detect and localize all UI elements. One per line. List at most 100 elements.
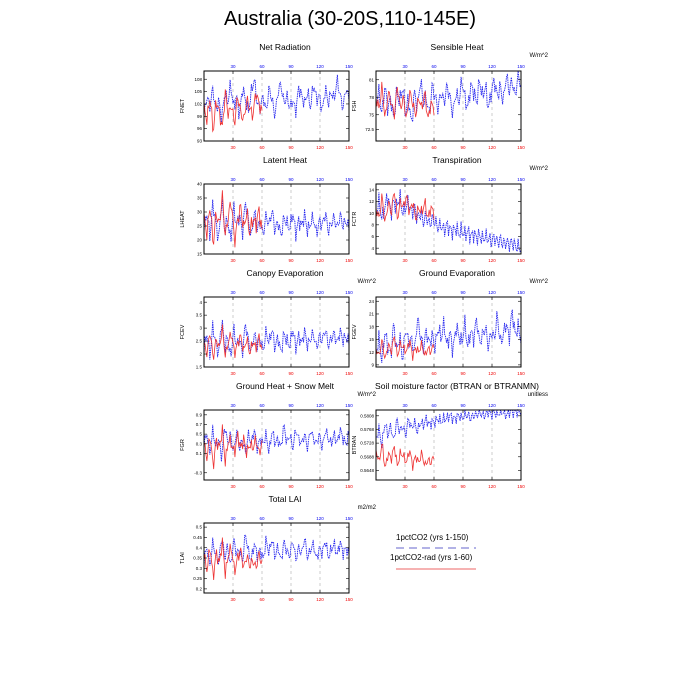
y-tick-label: 4 (371, 246, 374, 251)
x-tick-label-top: 90 (288, 403, 294, 408)
x-tick-label-bottom: 90 (288, 371, 294, 376)
y-tick-label: 40 (197, 182, 203, 187)
x-tick-label-top: 60 (259, 290, 265, 295)
x-tick-label-bottom: 60 (431, 258, 437, 263)
y-tick-label: 21 (369, 312, 375, 317)
panel-units: W/m^2 (529, 53, 548, 59)
y-axis-label: LHEAT (180, 210, 186, 228)
x-tick-label-bottom: 60 (259, 484, 265, 489)
x-tick-label-bottom: 90 (460, 484, 466, 489)
y-tick-label: 4 (199, 300, 202, 305)
y-tick-label: 0.45 (193, 535, 202, 540)
x-tick-label-top: 90 (460, 177, 466, 182)
x-tick-label-bottom: 60 (431, 145, 437, 150)
x-tick-label-top: 60 (259, 177, 265, 182)
y-tick-label: 12 (369, 350, 375, 355)
x-tick-label-top: 120 (316, 177, 324, 182)
plot-frame (203, 409, 350, 481)
x-tick-label-bottom: 120 (316, 145, 324, 150)
x-tick-label-bottom: 30 (230, 258, 236, 263)
x-tick-label-top: 60 (259, 403, 265, 408)
y-tick-label: 25 (197, 224, 203, 229)
x-tick-label-bottom: 30 (402, 258, 408, 263)
y-tick-label: 102 (194, 102, 202, 107)
x-tick-label-bottom: 30 (402, 371, 408, 376)
x-tick-label-bottom: 30 (230, 484, 236, 489)
y-tick-label: 78 (369, 95, 375, 100)
plot-frame (203, 296, 350, 368)
y-tick-label: 3.5 (196, 313, 203, 318)
series-line-1pctco2-rad (375, 192, 435, 222)
x-tick-label-top: 30 (402, 290, 408, 295)
x-tick-label-top: 150 (517, 64, 525, 69)
series-line-1pctco2 (375, 70, 522, 122)
plot-frame (375, 183, 522, 255)
plot-area: 1.5 2 2.5 3 3.5 4 30 60 90 120 150 30 60 90 120 150 FCEV (180, 290, 353, 376)
panel-fsh: Sensible Heat W/m^2 72.5 75 78 81 30 60 90 120 150… (352, 42, 548, 162)
panel-units: W/m^2 (529, 279, 548, 285)
x-tick-label-top: 90 (288, 177, 294, 182)
panel-title: Total LAI (268, 494, 302, 504)
y-tick-label: 0.5 (196, 525, 203, 530)
x-tick-label-bottom: 150 (345, 258, 353, 263)
y-tick-label: 0.3 (196, 441, 203, 446)
legend-line-1pctco2-rad (396, 568, 476, 570)
y-tick-label: 30 (197, 210, 203, 215)
x-tick-label-top: 120 (316, 403, 324, 408)
x-tick-label-top: 90 (460, 290, 466, 295)
y-tick-label: 0.3 (196, 566, 203, 571)
x-tick-label-bottom: 120 (316, 371, 324, 376)
plot-frame (375, 70, 522, 142)
x-tick-label-top: 30 (230, 177, 236, 182)
plot-area: 0.5648 0.5688 0.5728 0.5768 0.5808 30 60 90 120 1… (352, 403, 525, 489)
y-axis-label: FSH (352, 100, 358, 111)
x-tick-label-top: 60 (259, 516, 265, 521)
x-tick-label-bottom: 60 (259, 597, 265, 602)
series-line-1pctco2 (203, 74, 350, 124)
legend-line-1pctco2 (396, 547, 476, 549)
series-line-1pctco2-rad (203, 190, 263, 248)
x-tick-label-top: 60 (431, 290, 437, 295)
panel-title: Soil moisture factor (BTRAN or BTRANMN) (375, 381, 539, 391)
x-tick-label-bottom: 30 (402, 145, 408, 150)
y-tick-label: 2.5 (196, 339, 203, 344)
x-tick-label-top: 90 (288, 290, 294, 295)
plot-frame (375, 296, 522, 368)
panel-units: W/m^2 (529, 166, 548, 172)
x-tick-label-bottom: 150 (345, 145, 353, 150)
x-tick-label-top: 90 (288, 516, 294, 521)
x-tick-label-bottom: 60 (259, 145, 265, 150)
y-tick-label: 0.5 (196, 432, 203, 437)
x-tick-label-bottom: 120 (488, 258, 496, 263)
y-tick-label: 24 (369, 299, 375, 304)
panel-tlai: Total LAI m2/m2 0.2 0.25 0.3 0.35 0.4 0.45 0.5 30… (180, 494, 376, 614)
y-tick-label: 10 (369, 211, 375, 216)
series-line-1pctco2 (375, 408, 522, 449)
y-tick-label: 12 (369, 199, 375, 204)
plot-area: 4 6 8 10 12 14 30 60 90 120 150 30 60 90 120 150 FCTR (352, 177, 525, 263)
y-tick-label: 14 (369, 187, 375, 192)
x-tick-label-bottom: 60 (259, 371, 265, 376)
series-line-1pctco2 (375, 309, 522, 363)
y-tick-label: 0.2 (196, 586, 203, 591)
y-tick-label: 3 (199, 326, 202, 331)
x-tick-label-bottom: 30 (230, 597, 236, 602)
x-tick-label-bottom: 120 (488, 484, 496, 489)
y-axis-label: FGEV (352, 324, 358, 339)
panel-units: m2/m2 (357, 505, 376, 511)
y-axis-label: FCTR (352, 212, 358, 227)
x-tick-label-top: 120 (316, 64, 324, 69)
y-tick-label: 96 (197, 126, 203, 131)
x-tick-label-top: 150 (345, 516, 353, 521)
series-line-1pctco2 (375, 189, 522, 253)
x-tick-label-bottom: 90 (288, 258, 294, 263)
y-tick-label: 20 (197, 238, 203, 243)
x-tick-label-bottom: 60 (431, 371, 437, 376)
x-tick-label-bottom: 120 (488, 371, 496, 376)
x-tick-label-bottom: 90 (460, 371, 466, 376)
y-tick-label: 0.5728 (360, 441, 374, 446)
y-axis-label: FNET (180, 98, 186, 113)
panel-lheat: Latent Heat 15 20 25 30 35 40 30 60 90 120 150 30 60 9… (180, 155, 370, 275)
x-tick-label-top: 150 (517, 403, 525, 408)
x-tick-label-top: 120 (488, 64, 496, 69)
